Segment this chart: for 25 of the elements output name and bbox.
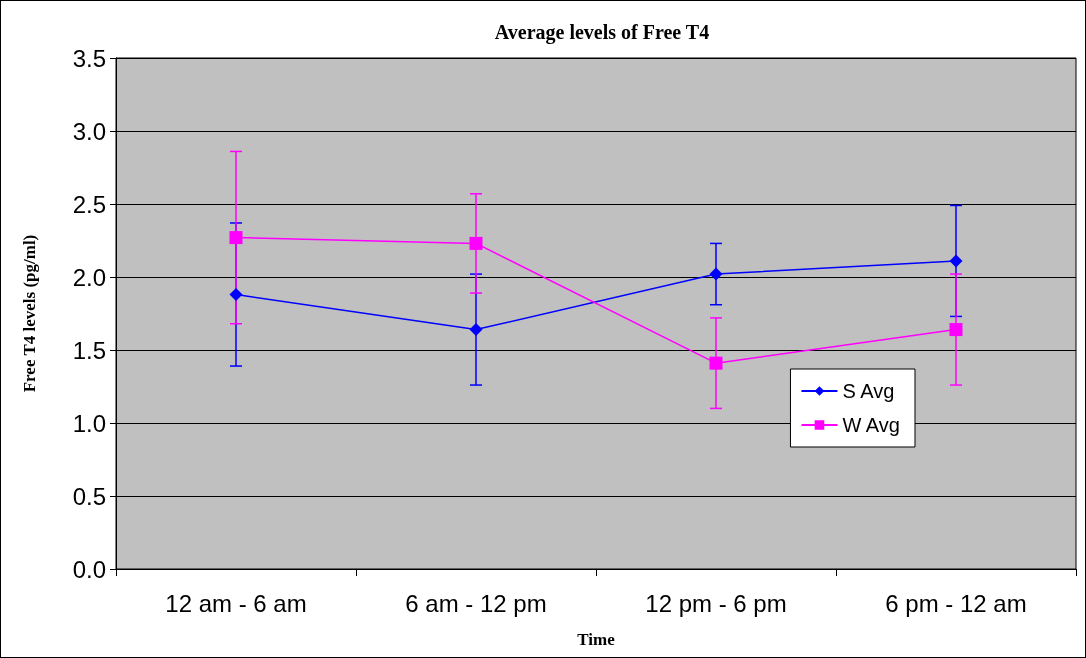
point — [229, 231, 243, 245]
legend-label: W Avg — [842, 414, 900, 436]
point — [709, 267, 723, 281]
point — [229, 288, 243, 302]
y-tick-label: 1.5 — [72, 336, 106, 364]
point — [949, 323, 963, 337]
y-tick-label: 2.0 — [72, 263, 106, 291]
x-axis-title: Time — [577, 630, 616, 649]
legend-label: S Avg — [842, 380, 895, 402]
y-tick-label: 0.0 — [72, 555, 106, 583]
y-tick-label: 2.5 — [72, 190, 106, 218]
x-tick-label: 12 am - 6 am — [165, 589, 307, 617]
y-tick-label: 3.5 — [72, 44, 106, 72]
y-tick-label: 0.5 — [72, 482, 106, 510]
x-tick-label: 6 am - 12 pm — [405, 589, 547, 617]
y-tick-label: 3.0 — [72, 117, 106, 145]
point — [469, 236, 483, 250]
point — [469, 323, 483, 337]
point — [709, 356, 723, 370]
point — [949, 254, 963, 268]
x-tick-label: 6 pm - 12 am — [885, 589, 1027, 617]
y-axis-title: Free T4 levels (pg/ml) — [20, 234, 39, 393]
chart-title: Average levels of Free T4 — [494, 21, 710, 44]
x-tick-label: 12 pm - 6 pm — [645, 589, 787, 617]
y-tick-label: 1.0 — [72, 409, 106, 437]
